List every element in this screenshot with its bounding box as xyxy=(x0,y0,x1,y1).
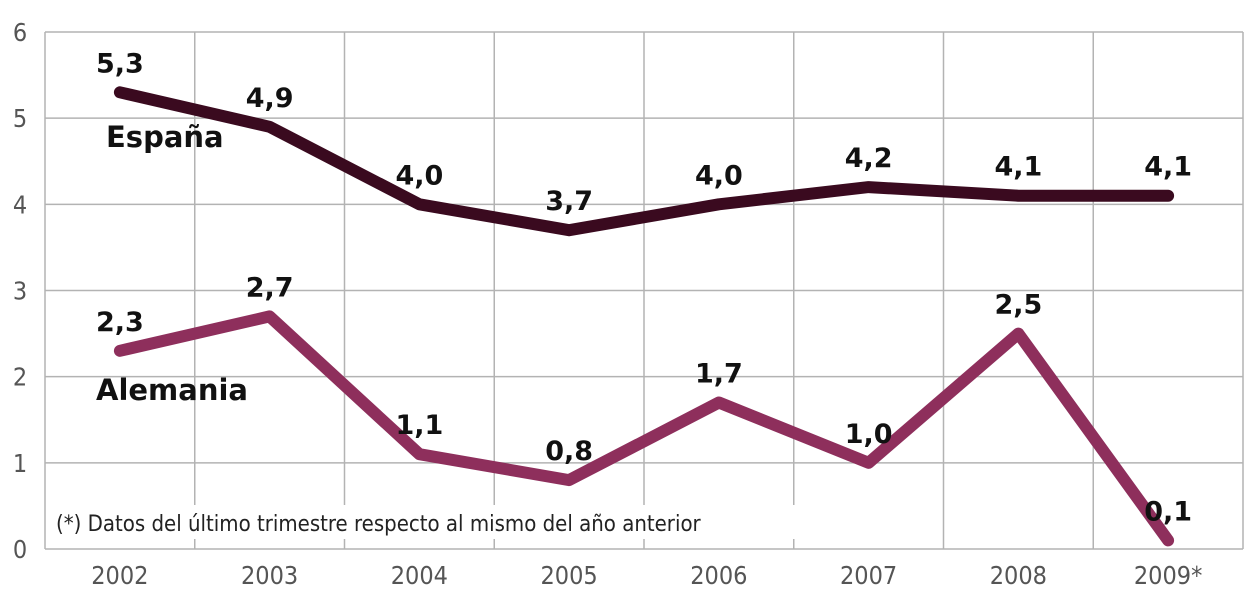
footnote: (*) Datos del último trimestre respecto … xyxy=(56,512,702,537)
data-label: 2,3 xyxy=(96,307,144,338)
data-label: 4,1 xyxy=(994,152,1042,183)
data-label: 1,1 xyxy=(395,410,443,441)
series-label-espana: España xyxy=(106,120,224,154)
note-background xyxy=(52,505,842,539)
data-label: 5,3 xyxy=(96,48,144,79)
data-label: 0,1 xyxy=(1144,496,1192,527)
x-tick-label: 2002 xyxy=(91,561,148,590)
series-line-alemania xyxy=(113,310,1175,547)
data-label: 4,0 xyxy=(395,160,443,191)
y-tick-label: 5 xyxy=(13,104,27,133)
data-label: 0,8 xyxy=(545,436,593,467)
data-label: 4,0 xyxy=(695,160,743,191)
y-tick-label: 6 xyxy=(13,18,27,47)
y-tick-label: 1 xyxy=(13,449,27,478)
data-label: 2,5 xyxy=(994,290,1042,321)
y-tick-label: 0 xyxy=(13,535,27,564)
data-labels: 5,3 4,9 4,0 3,7 4,0 4,2 4,1 4,1 2,3 2,7 1,1 0,8 1,7 1… xyxy=(96,48,1192,527)
series-line-espana xyxy=(113,86,1175,237)
x-tick-label: 2008 xyxy=(990,561,1047,590)
x-tick-label: 2003 xyxy=(241,561,298,590)
y-axis-ticks: 0 1 2 3 4 5 6 xyxy=(13,18,27,564)
y-tick-label: 3 xyxy=(13,277,27,306)
data-label: 4,2 xyxy=(845,143,893,174)
data-label: 3,7 xyxy=(545,186,593,217)
data-label: 1,0 xyxy=(845,419,893,450)
x-tick-label: 2004 xyxy=(391,561,448,590)
data-label: 1,7 xyxy=(695,359,743,390)
x-tick-label: 2007 xyxy=(840,561,897,590)
series-label-alemania: Alemania xyxy=(96,373,248,407)
x-tick-label: 2005 xyxy=(541,561,598,590)
x-tick-label: 2006 xyxy=(690,561,747,590)
data-label: 4,1 xyxy=(1144,152,1192,183)
grid xyxy=(44,31,1244,550)
y-tick-label: 2 xyxy=(13,363,27,392)
data-label: 2,7 xyxy=(246,272,294,303)
y-tick-label: 4 xyxy=(13,190,27,219)
x-tick-label: 2009* xyxy=(1134,561,1202,590)
data-label: 4,9 xyxy=(246,83,294,114)
x-axis-ticks: 2002 2003 2004 2005 2006 2007 2008 2009* xyxy=(91,561,1202,590)
series-lines xyxy=(113,86,1175,547)
